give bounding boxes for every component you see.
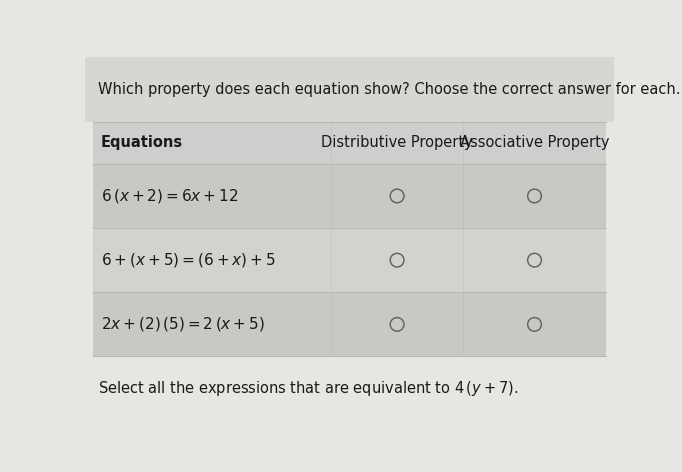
Text: Which property does each equation show? Choose the correct answer for each.: Which property does each equation show? … [98,82,681,97]
Text: $6+(x+5)=(6+x)+5$: $6+(x+5)=(6+x)+5$ [101,251,276,269]
Bar [93,164,606,228]
Bar [85,57,614,122]
Bar [93,122,606,164]
Text: Equations: Equations [101,135,183,151]
Text: Associative Property: Associative Property [460,135,609,151]
Text: $6\,(x+2)=6x+12$: $6\,(x+2)=6x+12$ [101,187,239,205]
Text: $2x+(2)\,(5)=2\,(x+5)$: $2x+(2)\,(5)=2\,(x+5)$ [101,315,265,333]
Text: Distributive Property: Distributive Property [321,135,473,151]
Bar [85,356,614,420]
Bar [93,228,606,292]
Text: Select all the expressions that are equivalent to $4\,(y+7)$.: Select all the expressions that are equi… [98,379,519,398]
Bar [93,292,606,356]
